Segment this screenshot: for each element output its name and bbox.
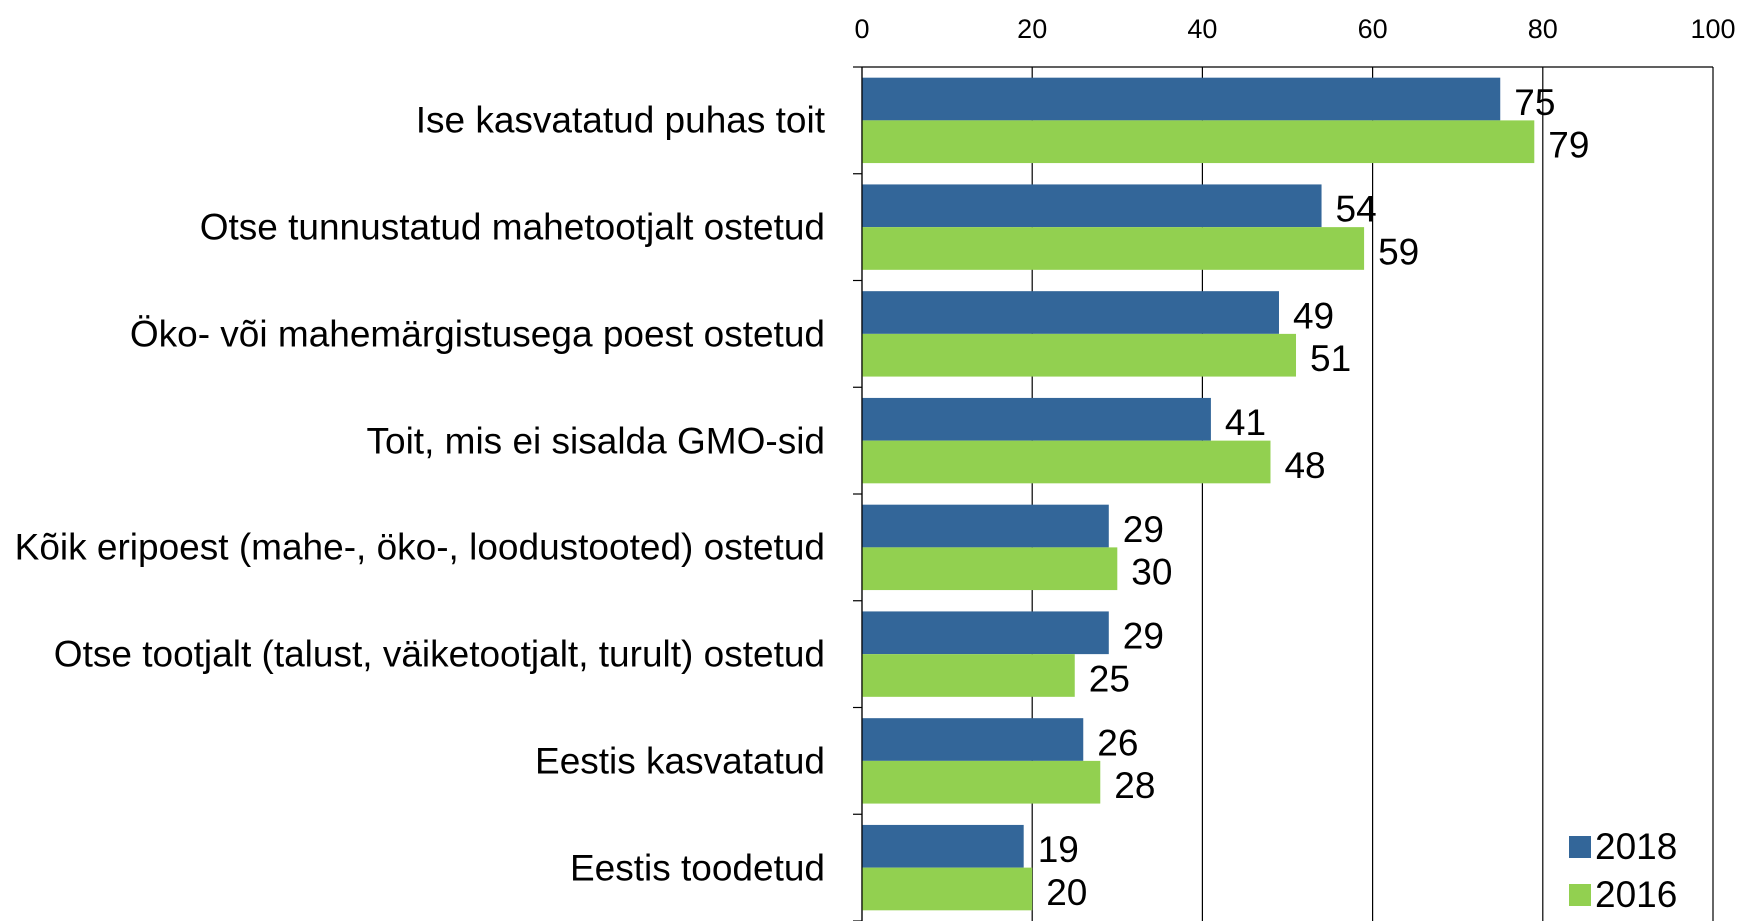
category-text: Toit, mis ei sisalda GMO-sid: [366, 420, 826, 462]
y-tick-label: Toit, mis ei sisalda GMO-sid: [0, 419, 826, 462]
bar: [862, 824, 1024, 868]
bar: [862, 718, 1084, 761]
value-label: 79: [1548, 125, 1589, 166]
bar: [862, 120, 1535, 164]
x-tick-label: 80: [1528, 14, 1558, 44]
bar: [862, 867, 1033, 911]
bar: [862, 184, 1322, 228]
y-tick-label: Öko- või mahemärgistusega poest ostetud: [0, 312, 825, 355]
x-tick-label: 40: [1187, 14, 1217, 44]
legend-swatch: [1569, 836, 1591, 858]
category-text: Otse tunnustatud mahetootjalt ostetud: [199, 206, 825, 248]
y-tick-label: Otse tunnustatud mahetootjalt ostetud: [0, 206, 825, 249]
value-label: 75: [1514, 82, 1555, 123]
legend-label: 2016: [1595, 874, 1677, 915]
value-label: 48: [1284, 445, 1325, 486]
bar: [862, 547, 1118, 591]
bar: [862, 611, 1109, 655]
value-label: 30: [1131, 552, 1172, 593]
value-label: 54: [1336, 189, 1377, 230]
bar: [862, 654, 1075, 697]
value-label: 51: [1310, 338, 1351, 379]
y-tick-label: Kõik eripoest (mahe-, öko-, loodustooted…: [0, 526, 825, 569]
y-tick-label: Eestis toodetud: [0, 846, 825, 889]
value-label: 41: [1225, 402, 1266, 443]
value-label: 28: [1114, 765, 1155, 806]
value-label: 49: [1293, 295, 1334, 336]
value-label: 25: [1089, 658, 1130, 699]
legend-swatch: [1569, 884, 1591, 906]
category-text: Öko- või mahemärgistusega poest ostetud: [129, 313, 825, 355]
x-tick-label: 100: [1690, 14, 1735, 44]
legend-label: 2018: [1595, 826, 1677, 867]
category-text: Otse tootjalt (talust, väiketootjalt, tu…: [53, 633, 825, 675]
bar: [862, 397, 1211, 441]
x-tick-label: 60: [1358, 14, 1388, 44]
y-tick-label: Ise kasvatatud puhas toit: [0, 99, 825, 142]
y-tick-label: Eestis kasvatatud: [0, 739, 825, 782]
bar: [862, 760, 1101, 804]
value-label: 19: [1038, 829, 1079, 870]
bar: [862, 440, 1271, 484]
value-label: 29: [1123, 509, 1164, 550]
value-label: 29: [1123, 616, 1164, 657]
value-label: 20: [1046, 872, 1087, 913]
bar: [862, 77, 1501, 121]
category-text: Ise kasvatatud puhas toit: [415, 99, 825, 141]
bar: [862, 291, 1279, 334]
bar: [862, 227, 1365, 270]
y-tick-label: Otse tootjalt (talust, väiketootjalt, tu…: [0, 633, 825, 676]
bar: [862, 504, 1109, 548]
value-label: 26: [1097, 722, 1138, 763]
bar: [862, 333, 1297, 377]
value-label: 59: [1378, 231, 1419, 272]
category-text: Eestis kasvatatud: [535, 740, 825, 782]
x-tick-label: 20: [1017, 14, 1047, 44]
category-text: Eestis toodetud: [569, 847, 825, 889]
x-tick-label: 0: [854, 14, 869, 44]
category-text: Kõik eripoest (mahe-, öko-, loodustooted…: [14, 526, 825, 568]
